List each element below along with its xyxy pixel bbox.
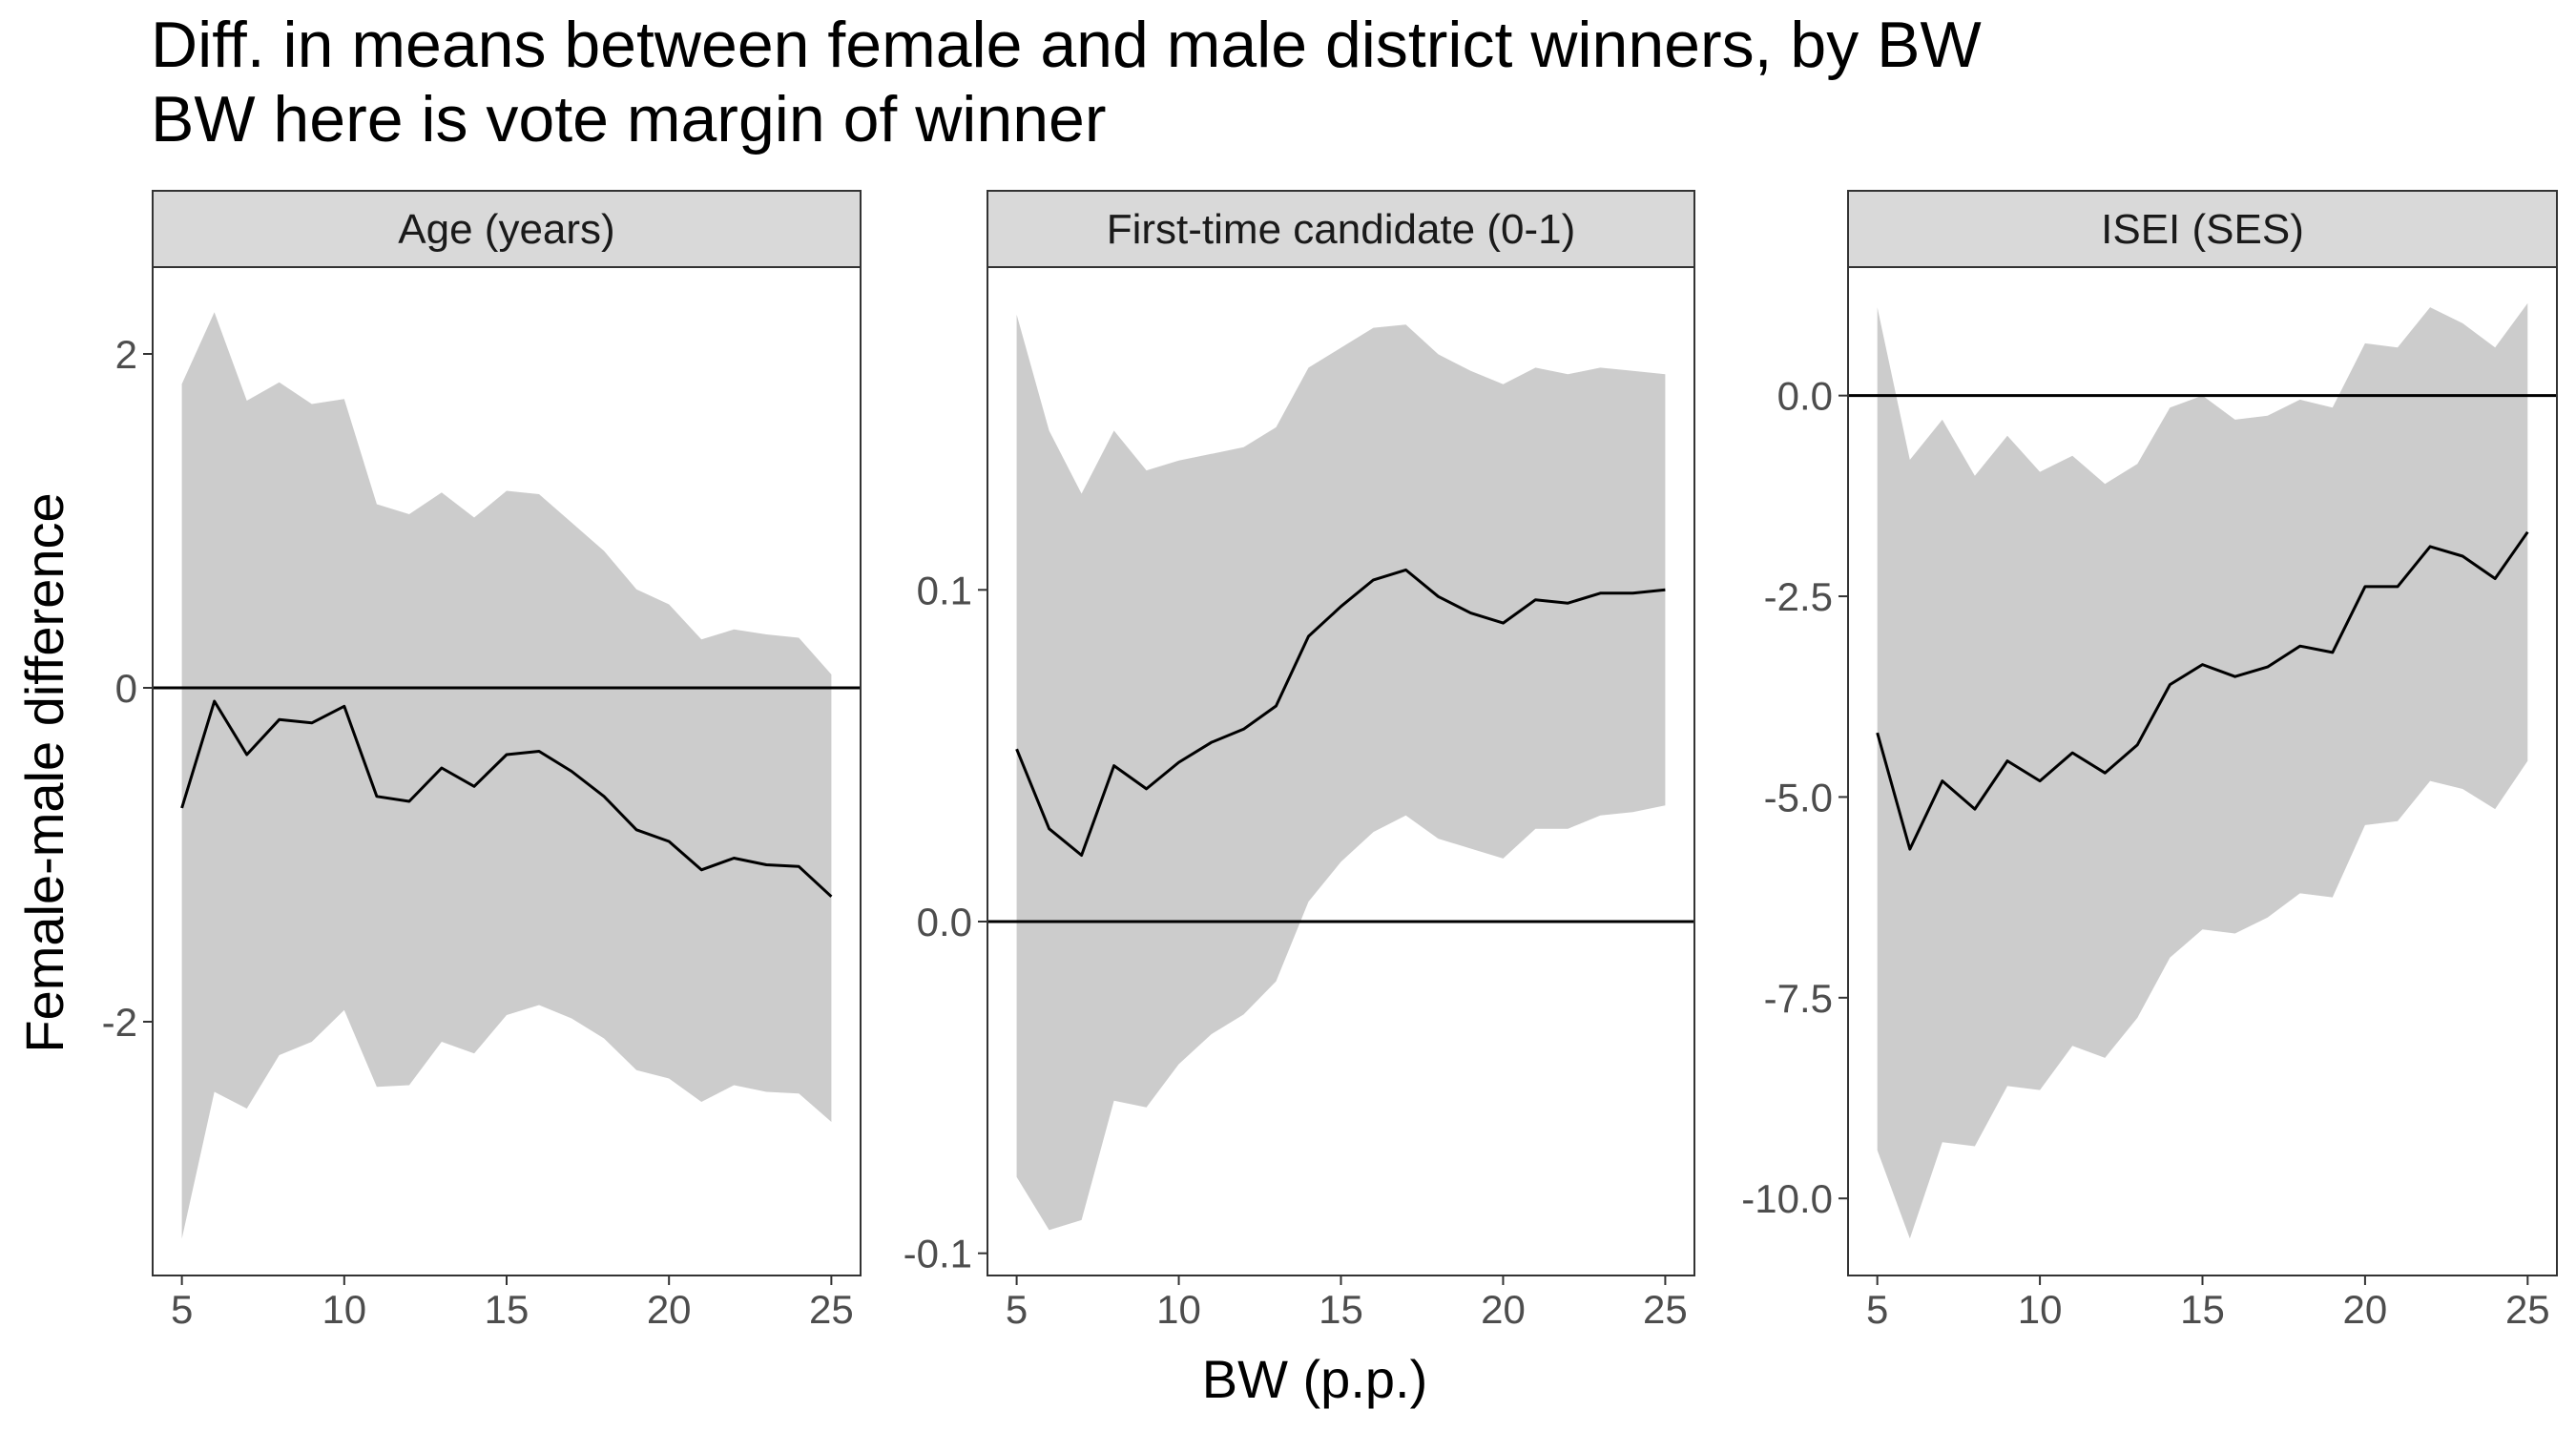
estimate-line <box>1876 530 2529 851</box>
x-tick-label: 5 <box>1866 1287 1888 1332</box>
x-tick-label: 20 <box>2343 1287 2388 1332</box>
y-tick-label: 0 <box>115 666 137 711</box>
estimate-line <box>1015 568 1666 857</box>
strip-background <box>987 190 1695 268</box>
panel: First-time candidate (0-1) 5 10 15 20 25 0.1 0.… <box>904 190 1695 1332</box>
y-tick-label: -7.5 <box>1764 976 1833 1021</box>
estimate-line <box>180 699 833 898</box>
x-tick-label: 10 <box>2018 1287 2063 1332</box>
x-tick-label: 5 <box>1006 1287 1028 1332</box>
panel-title: Age (years) <box>398 206 614 253</box>
x-tick-label: 10 <box>1156 1287 1201 1332</box>
chart-title: Diff. in means between female and male d… <box>151 9 1982 81</box>
x-tick-label: 20 <box>1481 1287 1526 1332</box>
y-tick-label: -5.0 <box>1764 775 1833 819</box>
x-tick-label: 25 <box>1643 1287 1688 1332</box>
y-tick-label: -2.5 <box>1764 574 1833 619</box>
panel: ISEI (SES) 5 10 15 20 25 0.0 -2.5 -5.0 -7.5 -10.0 <box>1741 190 2558 1332</box>
title-block: Diff. in means between female and male d… <box>151 8 1982 156</box>
y-tick-label: 0.0 <box>917 900 972 944</box>
confidence-band <box>1877 302 2528 1239</box>
panel-title: ISEI (SES) <box>2101 206 2304 253</box>
y-tick-label: -10.0 <box>1741 1176 1833 1221</box>
x-tick-label: 15 <box>1319 1287 1363 1332</box>
strip-background <box>1847 190 2558 268</box>
x-axis-title: BW (p.p.) <box>1202 1349 1427 1409</box>
x-tick-label: 20 <box>647 1287 692 1332</box>
y-tick-label: -0.1 <box>904 1232 972 1276</box>
x-tick-label: 25 <box>809 1287 854 1332</box>
x-tick-label: 25 <box>2505 1287 2550 1332</box>
panel-title: First-time candidate (0-1) <box>1107 206 1575 253</box>
chart-subtitle: BW here is vote margin of winner <box>151 83 1107 156</box>
confidence-band <box>181 312 832 1239</box>
y-tick-label: -2 <box>102 1000 137 1045</box>
x-tick-label: 15 <box>485 1287 530 1332</box>
x-tick-label: 15 <box>2180 1287 2225 1332</box>
y-tick-label: 0.1 <box>917 568 972 612</box>
y-axis-title: Female-male difference <box>14 492 74 1052</box>
x-tick-label: 5 <box>171 1287 193 1332</box>
x-tick-label: 10 <box>322 1287 366 1332</box>
y-tick-label: 0.0 <box>1777 374 1833 419</box>
confidence-band <box>1016 314 1666 1231</box>
y-tick-label: 2 <box>115 332 137 377</box>
